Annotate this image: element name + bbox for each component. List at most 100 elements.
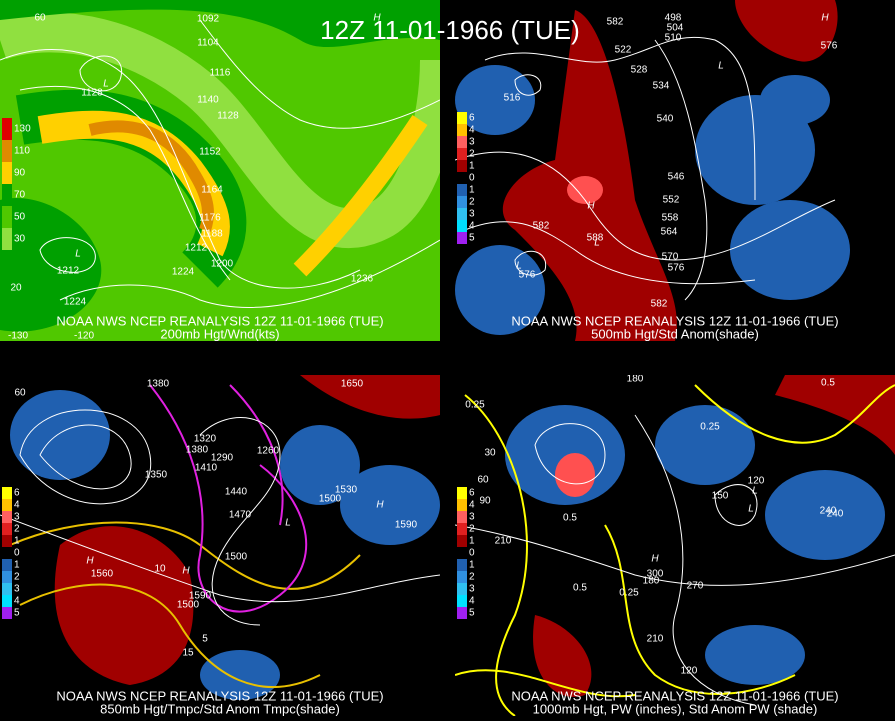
legend-swatch (457, 136, 467, 148)
legend-label: 90 (14, 168, 26, 179)
contour-label: 564 (661, 227, 678, 238)
contour-label: 1116 (210, 68, 231, 79)
contour-label: 1380 (186, 445, 209, 456)
contour-label: 150 (712, 491, 729, 502)
legend-label: 2 (469, 149, 475, 160)
contour-label: 570 (662, 252, 679, 263)
legend-swatch (2, 583, 12, 595)
contour-label: 1440 (225, 487, 248, 498)
contour-label: 528 (631, 65, 648, 76)
contour-label: 300 (647, 569, 664, 580)
legend-label: 1 (469, 536, 475, 547)
legend-label: 70 (14, 190, 26, 201)
legend-swatch (457, 511, 467, 523)
legend-swatch (457, 148, 467, 160)
legend-swatch (2, 140, 12, 162)
contour-label: 1104 (197, 38, 219, 49)
contour-label: 1200 (211, 259, 234, 270)
contour-label: 576 (821, 41, 838, 52)
contour-label: 0.25 (465, 400, 485, 411)
contour-label: 510 (665, 33, 682, 44)
legend-swatch (2, 487, 12, 499)
contour-label: 180 (627, 374, 644, 385)
legend-swatch (457, 112, 467, 124)
contour-label: 516 (504, 93, 521, 104)
legend-swatch (2, 559, 12, 571)
legend-label: 2 (469, 524, 475, 535)
contour-label: 20 (10, 283, 22, 294)
legend-label: 3 (469, 209, 475, 220)
legend-label: 30 (14, 234, 26, 245)
contour-label: 120 (681, 666, 698, 677)
contour-label: 1140 (197, 95, 219, 106)
panel-200mb: 60 1092 1104 1116 1128 1140 1128 1152 1164 1176 11… (0, 0, 440, 341)
contour-label: 1410 (195, 463, 218, 474)
legend-label: 6 (14, 488, 20, 499)
legend-swatch (457, 559, 467, 571)
legend-label: 5 (469, 233, 475, 244)
panel-subcaption: 1000mb Hgt, PW (inches), Std Anom PW (sh… (533, 701, 818, 716)
contour-label: H (821, 13, 829, 24)
legend-swatch (2, 184, 12, 206)
contour-label: 1260 (257, 446, 280, 457)
legend-label: 3 (469, 584, 475, 595)
legend-swatch (457, 208, 467, 220)
contour-label: 1128 (81, 88, 103, 99)
legend-label: 4 (469, 125, 475, 136)
legend-label: 6 (469, 488, 475, 499)
contour-label: 540 (657, 114, 674, 125)
contour-label: 1500 (177, 600, 200, 611)
contour-label: 582 (651, 299, 668, 310)
legend-swatch (457, 571, 467, 583)
legend-swatch (457, 160, 467, 172)
contour-label: L (748, 504, 754, 515)
contour-label: 534 (653, 81, 670, 92)
contour-label: 1128 (217, 111, 239, 122)
contour-label: 60 (14, 388, 26, 399)
legend-label: 2 (469, 572, 475, 583)
panel-caption: NOAA NWS NCEP REANALYSIS 12Z 11-01-1966 … (511, 313, 838, 328)
legend-label: 4 (469, 500, 475, 511)
contour-label: 504 (667, 23, 684, 34)
contour-label: 576 (519, 270, 536, 281)
contour-label: 582 (607, 17, 624, 28)
panel-subcaption: 200mb Hgt/Wnd(kts) (160, 326, 279, 341)
contour-label: 210 (647, 634, 664, 645)
legend-label: 3 (14, 584, 20, 595)
contour-label: 1212 (185, 243, 208, 254)
contour-label: 1650 (341, 379, 364, 390)
contour-label: H (651, 554, 659, 565)
contour-label: L (285, 518, 291, 529)
legend-swatch (457, 232, 467, 244)
contour-label: 1590 (395, 520, 418, 531)
contour-label: 1224 (64, 297, 87, 308)
legend-label: 2 (14, 524, 20, 535)
contour-label: 1320 (194, 434, 217, 445)
legend-swatch (2, 535, 12, 547)
legend-label: 4 (469, 596, 475, 607)
legend-label: 0 (14, 548, 20, 559)
contour-label: 546 (668, 172, 685, 183)
legend-swatch (2, 162, 12, 184)
legend-swatch (457, 595, 467, 607)
panel-caption: NOAA NWS NCEP REANALYSIS 12Z 11-01-1966 … (56, 313, 383, 328)
legend-swatch (2, 499, 12, 511)
legend-label: 1 (469, 185, 475, 196)
legend-label: 110 (14, 146, 30, 157)
legend-swatch (457, 583, 467, 595)
contour-label: 1092 (197, 14, 220, 25)
contour-label: 240 (820, 506, 837, 517)
legend-swatch (457, 547, 467, 559)
legend-swatch (2, 547, 12, 559)
contour-label: 1350 (145, 470, 168, 481)
contour-label: H (587, 201, 595, 212)
legend-swatch (457, 124, 467, 136)
contour-label: H (376, 500, 384, 511)
contour-label: 10 (154, 564, 166, 575)
contour-label: 1176 (199, 213, 221, 224)
contour-label: 498 (665, 13, 682, 24)
contour-label: 1224 (172, 267, 195, 278)
legend-label: 0 (469, 548, 475, 559)
